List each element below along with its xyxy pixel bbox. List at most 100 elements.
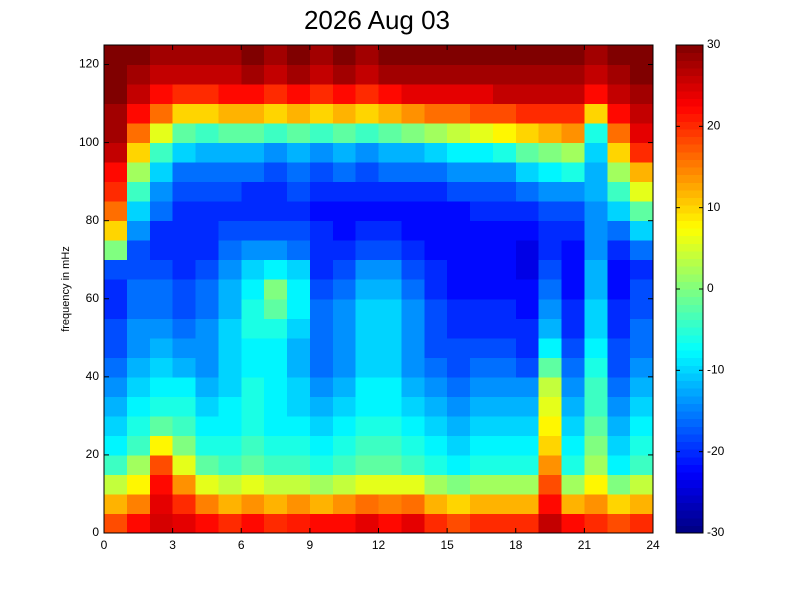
heatmap-cell [378, 513, 402, 534]
heatmap-cell [584, 279, 608, 300]
heatmap-cell [561, 259, 585, 280]
heatmap-cell [332, 493, 357, 514]
heatmap-cell [424, 201, 448, 222]
heatmap-cell [172, 103, 196, 124]
heatmap-cell [149, 318, 174, 339]
heatmap-cell [287, 181, 311, 202]
heatmap-cell [287, 435, 311, 456]
heatmap-cell [538, 298, 562, 319]
heatmap-cell [401, 45, 425, 66]
heatmap-cell [218, 454, 242, 475]
y-tick-label: 0 [92, 525, 99, 539]
heatmap-cell [607, 103, 631, 124]
heatmap-cell [355, 220, 379, 241]
heatmap-cell [424, 181, 448, 202]
heatmap-cell [561, 240, 585, 261]
heatmap-cell [630, 162, 654, 183]
heatmap-cell [172, 142, 196, 163]
heatmap-cell [241, 142, 265, 163]
colorbar-step [676, 494, 703, 503]
heatmap-cell [630, 220, 654, 241]
colorbar-tick-label: 20 [707, 119, 721, 133]
heatmap-cell [538, 357, 562, 378]
heatmap-cell [561, 474, 585, 495]
heatmap-cell [172, 64, 196, 85]
colorbar-tick-label: -20 [707, 444, 725, 458]
heatmap-cell [195, 64, 219, 85]
heatmap-cell [332, 396, 357, 417]
colorbar-step [676, 228, 703, 237]
heatmap-cell [195, 513, 219, 534]
heatmap-cell [264, 279, 288, 300]
heatmap-cell [630, 357, 654, 378]
heatmap-cell [332, 357, 357, 378]
heatmap-cell [424, 45, 448, 66]
heatmap-cell [538, 64, 562, 85]
heatmap-cell [515, 64, 540, 85]
heatmap-cell [309, 357, 334, 378]
heatmap-cell [561, 181, 585, 202]
heatmap-cell [309, 474, 334, 495]
heatmap-cell [584, 396, 608, 417]
heatmap-cell [630, 181, 654, 202]
heatmap-cell [309, 240, 334, 261]
heatmap-cell [515, 396, 540, 417]
heatmap-cell [538, 493, 562, 514]
heatmap-cell [447, 415, 471, 436]
heatmap-cell [561, 84, 585, 105]
heatmap-cell [538, 396, 562, 417]
heatmap-cell [218, 415, 242, 436]
heatmap-cell [126, 513, 151, 534]
heatmap-cell [538, 337, 562, 358]
heatmap-cell [264, 435, 288, 456]
heatmap-cell [584, 298, 608, 319]
colorbar-step [676, 327, 703, 336]
heatmap-cell [470, 64, 494, 85]
heatmap-cell [492, 474, 517, 495]
heatmap-cell [630, 259, 654, 280]
heatmap-cell [241, 123, 265, 144]
heatmap-cell [195, 162, 219, 183]
heatmap-cell [149, 123, 174, 144]
heatmap-cell [149, 454, 174, 475]
heatmap-cell [424, 84, 448, 105]
heatmap-cell [584, 84, 608, 105]
heatmap-cell [241, 259, 265, 280]
heatmap-cell [584, 259, 608, 280]
heatmap-cell [264, 318, 288, 339]
heatmap-cell [241, 103, 265, 124]
heatmap-cell [447, 123, 471, 144]
heatmap-cell [607, 279, 631, 300]
heatmap-cell [515, 318, 540, 339]
heatmap-cell [218, 240, 242, 261]
heatmap-cell [104, 376, 128, 397]
heatmap-cell [287, 201, 311, 222]
heatmap-cell [309, 181, 334, 202]
heatmap-cell [447, 240, 471, 261]
heatmap-cell [401, 415, 425, 436]
x-tick-label: 24 [646, 538, 660, 552]
heatmap-cell [378, 240, 402, 261]
heatmap-cell [172, 454, 196, 475]
heatmap-cell [309, 279, 334, 300]
heatmap-cell [447, 357, 471, 378]
heatmap-cell [584, 415, 608, 436]
heatmap-cell [538, 142, 562, 163]
heatmap-cell [149, 162, 174, 183]
heatmap-cell [264, 396, 288, 417]
heatmap-cell [607, 454, 631, 475]
heatmap-cell [149, 357, 174, 378]
heatmap-cell [241, 513, 265, 534]
heatmap-cell [332, 103, 357, 124]
heatmap-cell [401, 376, 425, 397]
heatmap-cell [241, 493, 265, 514]
heatmap-cell [378, 45, 402, 66]
heatmap-cell [447, 493, 471, 514]
heatmap-cell [149, 201, 174, 222]
heatmap-cell [172, 376, 196, 397]
heatmap-cell [607, 298, 631, 319]
heatmap-cell [332, 220, 357, 241]
heatmap-cell [401, 84, 425, 105]
heatmap-cell [332, 142, 357, 163]
heatmap-cell [470, 201, 494, 222]
